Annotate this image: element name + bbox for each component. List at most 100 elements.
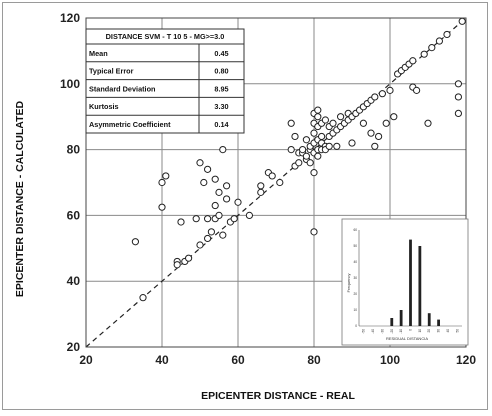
stats-row-value: 0.80 xyxy=(214,67,228,76)
data-point xyxy=(454,93,462,101)
data-point xyxy=(458,17,466,25)
inset-bar xyxy=(437,319,440,326)
data-point xyxy=(139,294,147,302)
data-point xyxy=(302,136,310,144)
data-point xyxy=(215,211,223,219)
data-point xyxy=(420,50,428,58)
data-point xyxy=(185,254,193,262)
x-tick-label: 80 xyxy=(307,353,321,367)
data-point xyxy=(223,195,231,203)
x-axis-title: EPICENTER DISTANCE - REAL xyxy=(201,390,355,402)
x-tick-labels: 20 40 60 80 100 120 xyxy=(79,353,476,367)
inset-x-tick-label: -10 xyxy=(399,329,403,334)
data-point xyxy=(295,159,303,167)
data-point xyxy=(158,178,166,187)
data-point xyxy=(223,182,231,190)
stats-row-label: Typical Error xyxy=(89,67,134,76)
stats-row-label: Asymmetric Coefficient xyxy=(89,120,171,129)
data-point xyxy=(409,57,417,65)
inset-bar xyxy=(390,318,394,326)
data-point xyxy=(329,119,337,127)
inset-bar xyxy=(427,313,431,326)
y-tick-labels: 20 40 60 80 100 120 xyxy=(60,11,80,354)
x-tick-label: 60 xyxy=(231,353,245,367)
data-point xyxy=(443,30,451,39)
data-point xyxy=(371,93,379,101)
inset-x-tick-label: 30 xyxy=(437,329,441,333)
data-point xyxy=(306,159,314,167)
inset-x-axis-title: RESIDUAL DISTANCIA xyxy=(386,336,428,341)
statistics-table: DISTANCE SVM - T 10 5 - MG>=3.0 Mean 0.45… xyxy=(85,28,245,134)
data-point xyxy=(325,142,333,150)
data-point xyxy=(257,182,265,190)
stats-row-value: 8.95 xyxy=(214,84,228,93)
data-point xyxy=(291,132,299,141)
data-point xyxy=(310,129,318,137)
data-point xyxy=(314,106,322,114)
stats-header: DISTANCE SVM - T 10 5 - MG>=3.0 xyxy=(106,32,225,41)
data-point xyxy=(219,146,227,154)
stats-row-value: 0.45 xyxy=(214,49,228,58)
y-tick-label: 60 xyxy=(67,208,81,222)
plot-area-border xyxy=(85,17,467,348)
inset-y-tick-label: 20 xyxy=(353,292,357,296)
x-tick-label: 20 xyxy=(79,353,93,367)
data-point xyxy=(299,146,307,154)
data-point xyxy=(310,169,318,177)
inset-y-tick-label: 30 xyxy=(353,276,357,280)
data-point xyxy=(204,165,212,173)
inset-x-tick-label: 0 xyxy=(409,329,413,331)
data-point xyxy=(375,132,383,141)
inset-x-tick-label: -30 xyxy=(380,329,384,334)
data-point xyxy=(413,86,421,94)
data-point xyxy=(204,215,212,223)
data-point xyxy=(428,44,436,52)
inset-bar xyxy=(418,246,422,326)
data-point xyxy=(200,178,208,187)
data-point xyxy=(230,215,238,223)
data-point xyxy=(382,119,390,127)
y-tick-label: 80 xyxy=(67,143,81,157)
y-tick-label: 40 xyxy=(67,274,81,288)
inset-y-tick-label: 60 xyxy=(353,228,357,232)
data-point xyxy=(211,175,219,183)
x-tick-label: 100 xyxy=(380,353,400,367)
data-point xyxy=(219,231,227,239)
inset-x-tick-label: -40 xyxy=(371,329,375,334)
data-point xyxy=(173,261,181,269)
inset-x-tick-label: -20 xyxy=(390,329,394,334)
stats-row-label: Standard Deviation xyxy=(89,84,156,93)
data-point xyxy=(321,116,329,124)
inset-bar xyxy=(399,310,403,326)
data-point xyxy=(158,203,166,211)
stats-row-label: Kurtosis xyxy=(89,102,119,111)
inset-y-tick-label: 40 xyxy=(353,260,357,264)
data-point xyxy=(337,113,345,121)
inset-x-tick-label: 20 xyxy=(427,329,431,333)
y-tick-label: 20 xyxy=(67,340,81,354)
data-point xyxy=(390,113,398,121)
data-point xyxy=(318,132,326,141)
data-point xyxy=(359,119,367,127)
y-tick-label: 120 xyxy=(60,11,80,25)
data-point xyxy=(234,198,242,206)
inset-x-tick-label: 50 xyxy=(455,329,459,333)
x-tick-label: 40 xyxy=(155,353,169,367)
stats-row-value: 0.14 xyxy=(214,120,229,129)
data-point xyxy=(386,86,394,94)
inset-bar xyxy=(409,239,412,326)
inset-y-axis-title: Frequency xyxy=(346,274,351,293)
data-point xyxy=(287,146,295,154)
data-point xyxy=(333,142,341,150)
y-axis-title: EPICENTER DISTANCE - CALCULATED xyxy=(14,100,26,297)
data-point xyxy=(454,109,462,118)
data-point xyxy=(131,238,139,246)
chart-frame: 20 40 60 80 100 120 20 40 60 80 100 120 EPICENTER … xyxy=(2,2,488,410)
data-point xyxy=(367,129,375,137)
inset-y-tick-label: 50 xyxy=(353,244,357,248)
data-point xyxy=(196,159,204,167)
data-point xyxy=(196,241,204,249)
data-point xyxy=(371,142,379,150)
inset-y-tick-label: 10 xyxy=(353,308,357,312)
data-point xyxy=(162,172,170,180)
